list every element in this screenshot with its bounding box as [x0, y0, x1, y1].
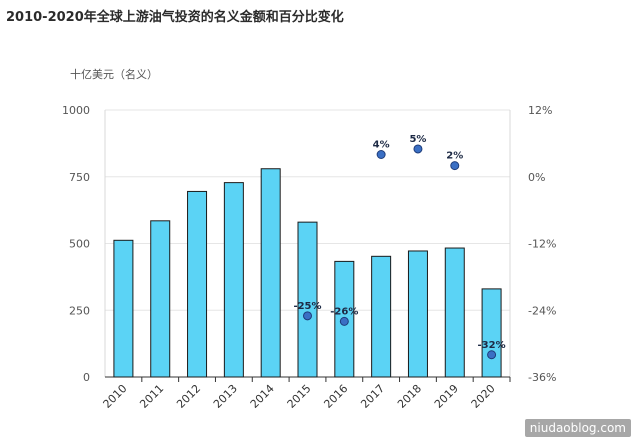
x-tick-label-2012: 2012	[174, 382, 203, 411]
y-tick-label: 0	[83, 371, 90, 384]
point-2017	[376, 150, 386, 159]
x-tick-label-2013: 2013	[211, 382, 240, 411]
chart-title: 2010-2020年全球上游油气投资的名义金额和百分比变化	[6, 10, 344, 25]
y2-tick-label: 12%	[528, 104, 552, 117]
point-label-2016: -26%	[330, 306, 358, 317]
x-tick-label-2017: 2017	[358, 382, 387, 411]
bar-2015	[297, 221, 318, 378]
y-tick-label: 750	[69, 171, 90, 184]
bar-2014	[260, 168, 281, 378]
x-tick-label-2020: 2020	[469, 382, 498, 411]
y2-tick-label: 0%	[528, 171, 545, 184]
x-tick-label-2018: 2018	[395, 382, 424, 411]
watermark: niudaoblog.com	[524, 419, 631, 437]
y-tick-label: 500	[69, 238, 90, 251]
x-tick-label-2019: 2019	[432, 382, 461, 411]
bar-2011	[150, 220, 171, 378]
bar-2012	[187, 190, 208, 378]
y-axis-unit-label: 十亿美元（名义）	[70, 68, 158, 81]
x-tick-label-2011: 2011	[137, 382, 166, 411]
bar-2019	[444, 247, 465, 378]
x-tick-label-2016: 2016	[321, 382, 350, 411]
x-tick-label-2010: 2010	[101, 382, 130, 411]
bar-2010	[113, 239, 134, 378]
point-2015	[303, 311, 312, 321]
y2-tick-label: -36%	[528, 371, 556, 384]
x-tick-label-2014: 2014	[248, 382, 277, 411]
point-2020	[487, 350, 497, 360]
point-2019	[450, 161, 460, 171]
bar-2018	[407, 250, 428, 378]
y-tick-label: 1000	[62, 104, 90, 117]
y2-tick-label: -24%	[528, 304, 556, 317]
point-label-2017: 4%	[373, 140, 390, 151]
point-2016	[339, 316, 349, 326]
x-tick-label-2015: 2015	[285, 382, 314, 411]
point-label-2020: -32%	[478, 340, 506, 351]
point-label-2018: 5%	[409, 134, 426, 145]
y-tick-label: 250	[69, 304, 90, 317]
point-label-2015: -25%	[293, 301, 321, 312]
bar-2013	[223, 182, 244, 378]
y2-tick-label: -12%	[528, 238, 556, 251]
point-2018	[413, 144, 423, 154]
point-label-2019: 2%	[446, 151, 463, 162]
bar-2017	[371, 255, 392, 378]
bar-2020	[481, 288, 502, 378]
